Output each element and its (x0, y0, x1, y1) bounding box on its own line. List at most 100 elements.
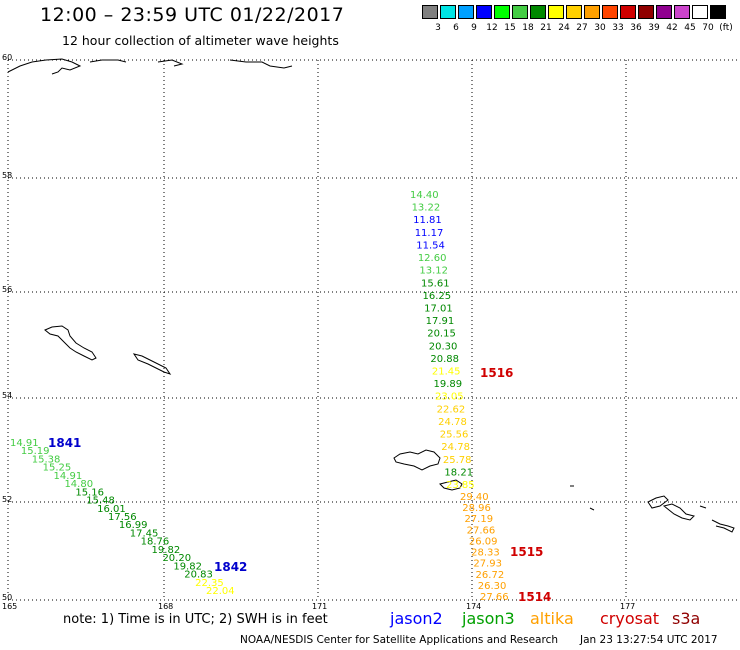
scale-swatch (638, 5, 654, 19)
scale-label: 18 (522, 23, 534, 33)
scale-label: 42 (666, 23, 678, 33)
swh-value: 27.19 (464, 514, 493, 525)
island-agattu (439, 479, 463, 491)
time-marker: 1514 (518, 590, 551, 604)
island-kiska (647, 495, 695, 521)
lat-label: 52 (2, 495, 13, 504)
scale-label: 30 (594, 23, 606, 33)
legend-jason2: jason2 (390, 609, 443, 628)
swh-value: 19.82 (152, 545, 181, 556)
scale-swatch (584, 5, 600, 19)
footer-credit: NOAA/NESDIS Center for Satellite Applica… (240, 634, 558, 646)
scale-swatch (602, 5, 618, 19)
scale-swatch (458, 5, 474, 19)
lon-label: 165 (2, 602, 18, 611)
scale-label: 45 (684, 23, 696, 33)
swh-value: 16.99 (119, 520, 148, 531)
swh-value: 22.04 (206, 586, 235, 597)
legend-cryosat: cryosat (600, 609, 660, 628)
scale-label: 24 (558, 23, 570, 33)
coastline-kamchatka-top (7, 58, 293, 75)
swh-value: 26.30 (478, 581, 507, 592)
swh-value: 22.62 (437, 404, 466, 415)
swh-value: 17.45 (130, 528, 159, 539)
scale-swatch (422, 5, 438, 19)
swh-value: 28.96 (462, 503, 491, 514)
scale-swatch (512, 5, 528, 19)
swh-value: 23.05 (435, 392, 464, 403)
swh-value: 13.22 (412, 203, 441, 214)
island-attu (393, 449, 441, 471)
scale-label: 39 (648, 23, 660, 33)
lat-label: 58 (2, 171, 13, 180)
swh-value: 20.20 (162, 553, 191, 564)
legend-s3a: s3a (672, 609, 701, 628)
swh-value: 16.01 (97, 504, 126, 515)
swh-value: 19.82 (173, 561, 202, 572)
swh-value: 15.61 (421, 278, 450, 289)
scale-label: 33 (612, 23, 624, 33)
scale-label: 3 (435, 23, 441, 33)
scale-label: (ft) (719, 23, 733, 33)
swh-value: 18.21 (444, 467, 473, 478)
scale-swatch (440, 5, 456, 19)
swh-value: 11.54 (416, 240, 445, 251)
scale-label: 12 (486, 23, 498, 33)
time-marker: 1515 (510, 545, 543, 559)
lat-label: 56 (2, 285, 13, 294)
swh-value: 24.78 (441, 442, 470, 453)
scale-swatch (548, 5, 564, 19)
scale-label: 36 (630, 23, 642, 33)
scale-swatch (692, 5, 708, 19)
scale-label: 70 (702, 23, 714, 33)
swh-value: 29.40 (460, 492, 489, 503)
swh-value: 14.40 (410, 190, 439, 201)
swh-value: 14.91 (10, 438, 39, 449)
footer-timestamp: Jan 23 13:27:54 UTC 2017 (580, 634, 718, 646)
swh-value: 17.56 (108, 512, 137, 523)
scale-swatch (476, 5, 492, 19)
scale-label: 15 (504, 23, 516, 33)
swh-value: 24.78 (438, 417, 467, 428)
swh-value: 21.45 (432, 367, 461, 378)
scale-swatch (710, 5, 726, 19)
swh-labels: 14.9115.1915.3815.2514.9114.8015.1615.48… (10, 190, 551, 604)
swh-value: 20.15 (427, 329, 456, 340)
swh-value: 25.56 (440, 430, 469, 441)
scale-label: 9 (471, 23, 477, 33)
swh-value: 15.25 (43, 463, 72, 474)
swh-value: 25.78 (443, 455, 472, 466)
lat-label: 60 (2, 53, 13, 62)
lat-label: 54 (2, 391, 13, 400)
legend-jason3: jason3 (462, 609, 515, 628)
swh-value: 22.35 (195, 578, 224, 589)
lon-label: 168 (158, 602, 174, 611)
island-bering (44, 325, 97, 361)
page-subtitle: 12 hour collection of altimeter wave hei… (62, 33, 339, 48)
swh-value: 20.30 (429, 341, 458, 352)
swh-value: 14.91 (54, 471, 83, 482)
scale-swatch (656, 5, 672, 19)
swh-value: 28.33 (471, 548, 500, 559)
scale-label: 6 (453, 23, 459, 33)
swh-value: 23.85 (446, 480, 475, 491)
scale-label: 27 (576, 23, 588, 33)
time-marker: 1516 (480, 366, 513, 380)
swh-value: 15.19 (21, 446, 50, 457)
swh-value: 18.76 (141, 537, 170, 548)
swh-value: 20.88 (430, 354, 459, 365)
swh-value: 13.12 (419, 266, 448, 277)
land-outlines (7, 58, 735, 533)
scale-swatch (674, 5, 690, 19)
swh-value: 11.17 (415, 228, 444, 239)
scale-swatch (494, 5, 510, 19)
time-marker: 1841 (48, 436, 81, 450)
swh-value: 17.01 (424, 303, 453, 314)
swh-value: 12.60 (418, 253, 447, 264)
swh-value: 27.93 (473, 559, 502, 570)
time-marker: 1842 (214, 560, 247, 574)
swh-value: 27.66 (480, 592, 509, 603)
scale-swatch (530, 5, 546, 19)
swh-value: 26.09 (469, 536, 498, 547)
